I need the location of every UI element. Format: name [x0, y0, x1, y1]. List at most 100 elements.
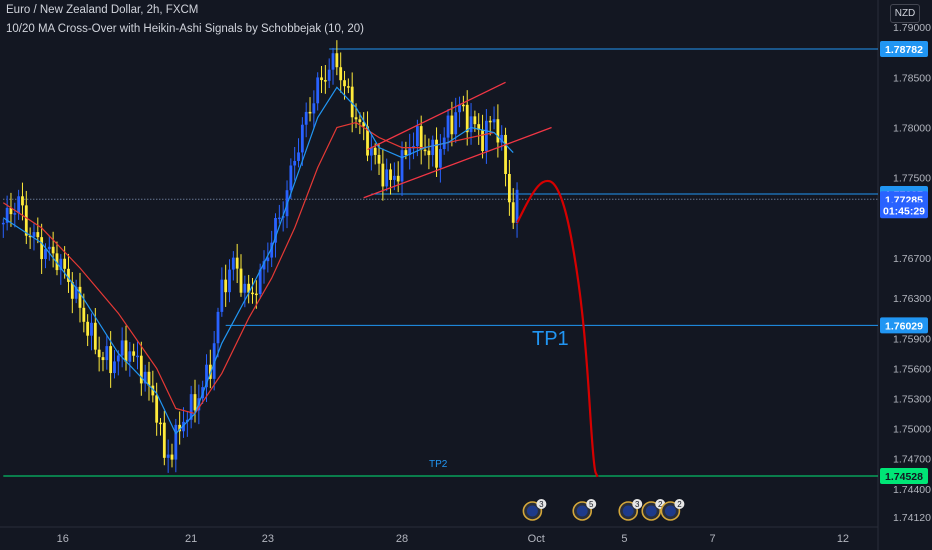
candle-body	[362, 122, 366, 127]
event-icon-flag	[526, 505, 538, 517]
time-tick-label: 21	[185, 533, 197, 545]
time-tick-label: 12	[837, 533, 849, 545]
candle-body	[427, 150, 431, 156]
candle-body	[454, 112, 458, 135]
ma-slow-line	[2, 121, 495, 415]
price-tick-label: 1.78500	[893, 72, 931, 84]
candle-body	[78, 286, 82, 308]
event-icon-flag	[576, 505, 588, 517]
price-label-box	[880, 202, 928, 219]
candle-body	[389, 169, 392, 180]
candle-body	[419, 126, 423, 150]
price-tick-label: 1.75600	[893, 363, 931, 375]
candle-body	[124, 340, 128, 362]
event-count-badge	[632, 499, 643, 509]
candle-body	[277, 217, 281, 220]
candle-body	[212, 343, 216, 379]
candle-body	[358, 119, 362, 123]
candle-body	[17, 196, 21, 214]
candle-body	[162, 422, 166, 458]
price-tick-label: 1.74700	[893, 454, 931, 466]
candle-body	[90, 322, 93, 336]
candle-body	[5, 207, 9, 223]
price-tick-label: 1.77500	[893, 173, 931, 185]
candle-body	[224, 279, 228, 293]
projection-curve	[515, 179, 599, 478]
candle-body	[9, 207, 13, 215]
candle-body	[450, 115, 454, 135]
candle-body	[136, 355, 139, 358]
event-count: 2	[677, 500, 682, 509]
candle-body	[392, 175, 396, 180]
candle-body	[40, 237, 44, 260]
candle-body	[109, 346, 113, 374]
candle-body	[97, 349, 101, 358]
event-count: 5	[589, 500, 594, 509]
candle-body	[101, 357, 105, 361]
candle-body	[404, 150, 408, 156]
candle-body	[159, 422, 162, 425]
candle-body	[155, 395, 159, 423]
price-label-tp2: 1.74528	[885, 471, 923, 483]
candle-body	[316, 77, 320, 104]
candle-body	[343, 80, 346, 87]
channel-line-2	[363, 126, 552, 199]
candle-body	[51, 246, 55, 254]
time-tick-label: 5	[621, 533, 627, 545]
candle-body	[70, 281, 74, 299]
candle-body	[47, 246, 51, 250]
candle-body	[247, 283, 251, 293]
candle-body	[461, 104, 465, 107]
candle-body	[496, 119, 500, 143]
candle-body	[254, 293, 258, 296]
candle-body	[93, 322, 97, 350]
candle-body	[423, 149, 427, 152]
candle-body	[400, 150, 404, 182]
candle-body	[231, 257, 235, 270]
candle-body	[366, 126, 369, 156]
candle-body	[511, 202, 515, 223]
candle-body	[274, 217, 277, 243]
event-count: 3	[539, 500, 544, 509]
candle-body	[170, 454, 174, 460]
candle-body	[312, 103, 316, 114]
candle-body	[235, 257, 239, 269]
candle-body	[369, 147, 373, 156]
event-count-badge	[674, 499, 685, 509]
candle-body	[500, 134, 504, 143]
candle-body	[44, 249, 47, 260]
candle-body	[258, 269, 262, 295]
price-label-box	[880, 317, 928, 334]
candle-body	[128, 351, 132, 362]
candle-body	[143, 371, 147, 384]
candle-body	[350, 86, 354, 118]
candle-body	[488, 120, 492, 123]
candle-body	[373, 147, 377, 155]
price-tick-label: 1.75000	[893, 424, 931, 436]
candle-body	[28, 235, 32, 238]
time-tick-label: 7	[710, 533, 716, 545]
candle-body	[438, 149, 442, 168]
candle-body	[331, 53, 335, 70]
candle-body	[1, 222, 5, 225]
candle-body	[266, 257, 270, 262]
candle-body	[228, 269, 231, 293]
candle-body	[205, 364, 208, 388]
price-label-box	[880, 41, 928, 57]
currency-button[interactable]: NZD	[890, 4, 920, 23]
tp2-label: TP2	[429, 459, 448, 470]
candle-body	[484, 120, 488, 152]
candle-body	[300, 124, 304, 153]
price-tick-label: 1.79000	[893, 22, 931, 34]
candle-body	[396, 175, 400, 182]
candle-body	[293, 160, 297, 166]
candle-body	[335, 53, 339, 68]
indicator-legend[interactable]: 10/20 MA Cross-Over with Heikin-Ashi Sig…	[6, 23, 364, 35]
candle-body	[458, 104, 461, 113]
candle-body	[193, 394, 197, 411]
price-label-level: 1.78782	[885, 44, 923, 56]
candle-body	[82, 307, 86, 322]
price-label-box	[880, 468, 928, 484]
event-count-badge	[536, 499, 547, 509]
